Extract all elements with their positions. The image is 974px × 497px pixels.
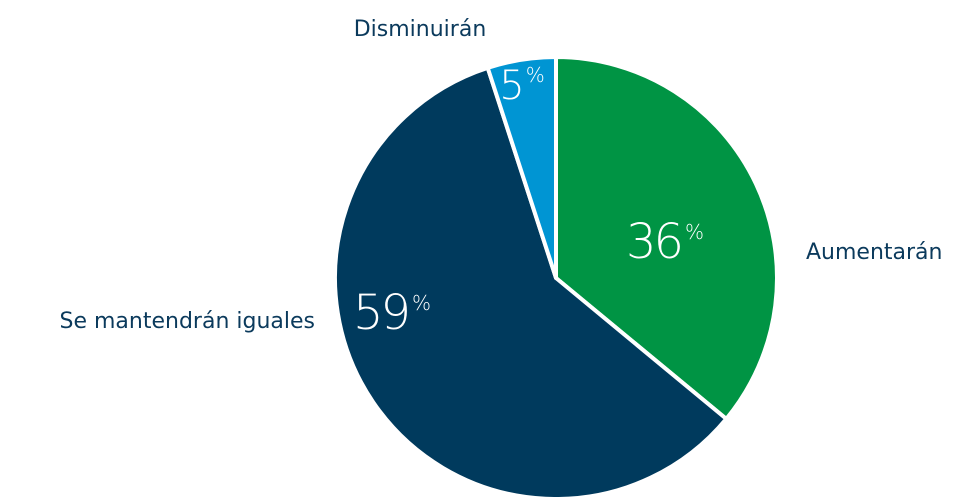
data-label-value: 36	[626, 214, 681, 270]
pie-slice	[333, 65, 729, 497]
category-label: Aumentarán	[806, 240, 942, 265]
category-label: Se mantendrán iguales	[60, 309, 316, 334]
category-label: Disminuirán	[354, 17, 487, 42]
data-label-value: 59	[353, 285, 408, 341]
data-label-unit: %	[526, 63, 545, 87]
data-label-unit: %	[412, 291, 431, 315]
data-label: 5%	[499, 63, 544, 110]
pie-slice	[554, 55, 779, 421]
data-label-unit: %	[685, 220, 704, 244]
pie-slice	[485, 55, 558, 280]
data-label: 59%	[353, 285, 431, 341]
data-label-value: 5	[499, 63, 521, 109]
data-label: 36%	[626, 214, 704, 270]
